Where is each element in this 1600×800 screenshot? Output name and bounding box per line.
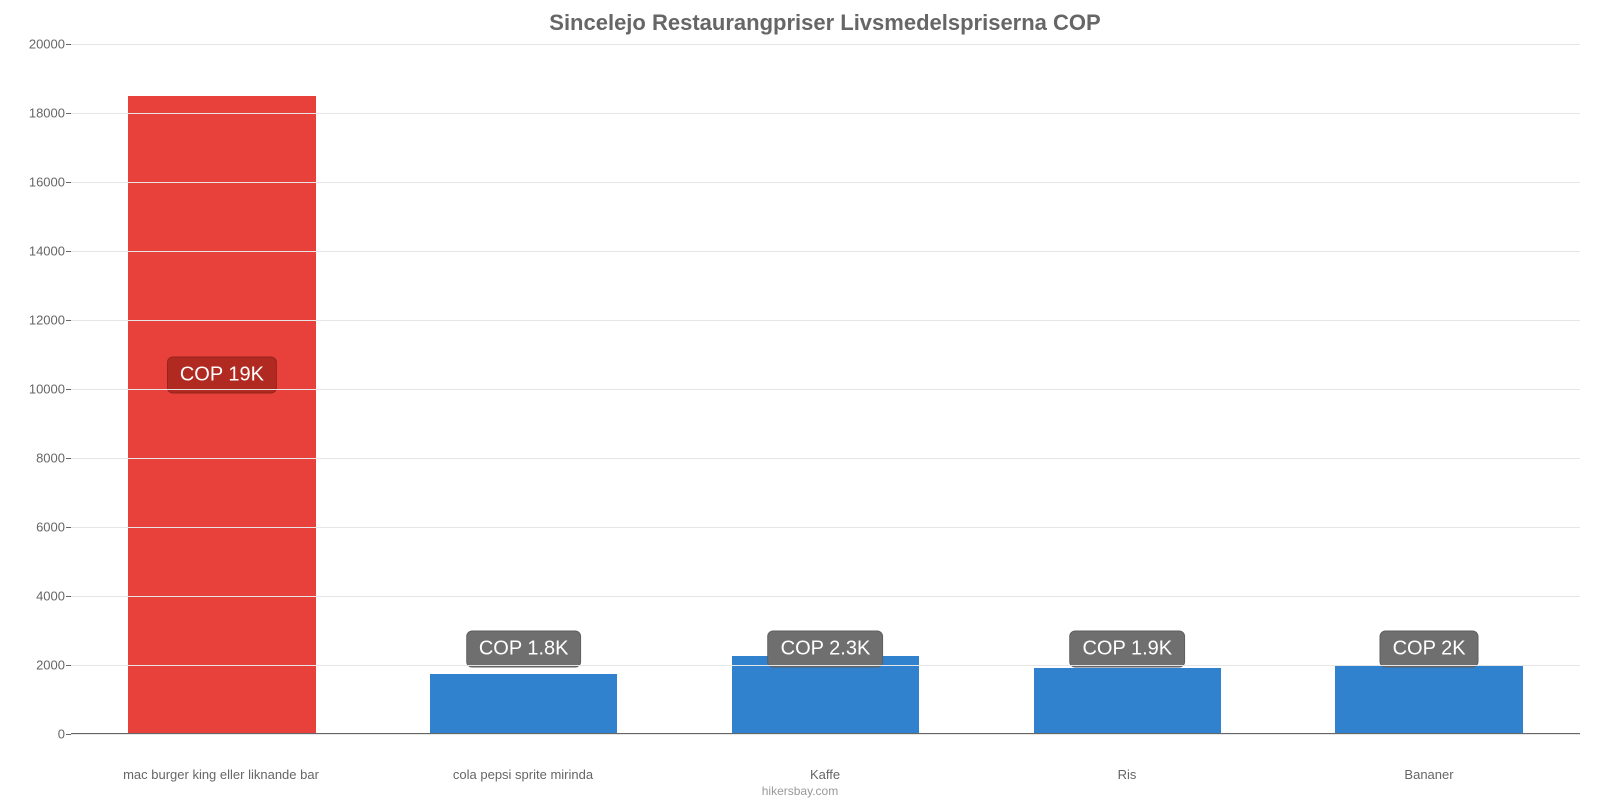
- x-axis-label: cola pepsi sprite mirinda: [372, 767, 674, 782]
- bar-value-label: COP 2K: [1380, 631, 1479, 668]
- y-tick-label: 4000: [5, 589, 65, 604]
- grid-line: [71, 44, 1580, 45]
- y-tick-label: 8000: [5, 451, 65, 466]
- x-axis-label: Bananer: [1278, 767, 1580, 782]
- y-tick-mark: [66, 527, 71, 528]
- y-tick-label: 16000: [5, 175, 65, 190]
- y-tick-mark: [66, 389, 71, 390]
- y-tick-mark: [66, 320, 71, 321]
- y-tick-label: 0: [5, 727, 65, 742]
- grid-line: [71, 527, 1580, 528]
- y-tick-mark: [66, 44, 71, 45]
- y-tick-mark: [66, 182, 71, 183]
- grid-line: [71, 182, 1580, 183]
- bar: [1335, 665, 1522, 734]
- bar-value-label: COP 1.8K: [466, 631, 582, 668]
- y-tick-label: 18000: [5, 106, 65, 121]
- x-axis-label: Kaffe: [674, 767, 976, 782]
- grid-line: [71, 458, 1580, 459]
- grid-line: [71, 596, 1580, 597]
- y-tick-mark: [66, 458, 71, 459]
- bar: [430, 674, 617, 734]
- y-tick-mark: [66, 251, 71, 252]
- y-tick-label: 20000: [5, 37, 65, 52]
- grid-line: [71, 320, 1580, 321]
- y-tick-mark: [66, 734, 71, 735]
- grid-line: [71, 113, 1580, 114]
- y-tick-label: 14000: [5, 244, 65, 259]
- bar-value-label: COP 1.9K: [1069, 631, 1185, 668]
- y-tick-mark: [66, 596, 71, 597]
- chart-footer: hikersbay.com: [0, 784, 1600, 798]
- bar: [1034, 668, 1221, 734]
- grid-line: [71, 389, 1580, 390]
- x-axis-label: Ris: [976, 767, 1278, 782]
- y-tick-mark: [66, 113, 71, 114]
- x-axis-labels: mac burger king eller liknande barcola p…: [70, 767, 1580, 782]
- grid-line: [71, 734, 1580, 735]
- x-axis-label: mac burger king eller liknande bar: [70, 767, 372, 782]
- bar: [128, 96, 315, 734]
- bar: [732, 656, 919, 734]
- price-bar-chart: Sincelejo Restaurangpriser Livsmedelspri…: [0, 0, 1600, 800]
- y-tick-mark: [66, 665, 71, 666]
- grid-line: [71, 251, 1580, 252]
- chart-title: Sincelejo Restaurangpriser Livsmedelspri…: [70, 10, 1580, 36]
- plot-area: COP 19KCOP 1.8KCOP 2.3KCOP 1.9KCOP 2K 02…: [70, 44, 1580, 734]
- bar-value-label: COP 2.3K: [768, 631, 884, 668]
- y-tick-label: 10000: [5, 382, 65, 397]
- grid-line: [71, 665, 1580, 666]
- y-tick-label: 6000: [5, 520, 65, 535]
- y-tick-label: 2000: [5, 658, 65, 673]
- y-tick-label: 12000: [5, 313, 65, 328]
